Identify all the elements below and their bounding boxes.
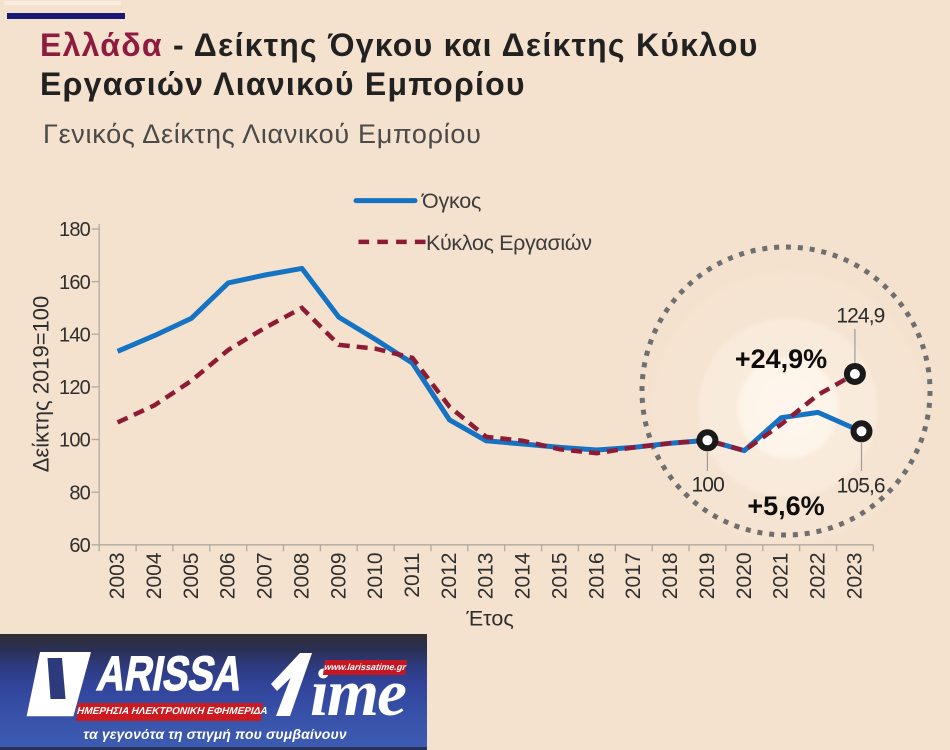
- svg-text:2019: 2019: [696, 553, 719, 600]
- svg-text:2022: 2022: [807, 553, 830, 600]
- svg-text:60: 60: [69, 535, 90, 557]
- svg-text:124,9: 124,9: [836, 305, 884, 328]
- svg-text:140: 140: [59, 324, 91, 346]
- svg-text:+5,6%: +5,6%: [747, 491, 824, 521]
- svg-text:2018: 2018: [659, 553, 682, 600]
- svg-text:100: 100: [692, 474, 725, 497]
- svg-text:100: 100: [59, 430, 91, 452]
- svg-text:Έτος: Έτος: [465, 607, 513, 631]
- svg-text:Κύκλος Εργασιών: Κύκλος Εργασιών: [426, 231, 592, 255]
- svg-text:2005: 2005: [180, 553, 203, 600]
- svg-text:160: 160: [59, 272, 91, 294]
- svg-text:2016: 2016: [585, 553, 608, 600]
- svg-text:2017: 2017: [622, 553, 645, 600]
- svg-text:105,6: 105,6: [837, 475, 885, 498]
- svg-text:2003: 2003: [106, 553, 129, 600]
- svg-text:2011: 2011: [401, 553, 424, 598]
- svg-text:2006: 2006: [217, 553, 240, 600]
- svg-text:2014: 2014: [512, 552, 535, 599]
- svg-text:2020: 2020: [733, 553, 756, 600]
- svg-text:Δείκτης 2019=100: Δείκτης 2019=100: [29, 296, 54, 473]
- svg-text:2004: 2004: [143, 552, 166, 599]
- svg-text:2007: 2007: [254, 553, 277, 600]
- svg-text:180: 180: [59, 219, 91, 241]
- svg-text:120: 120: [59, 377, 91, 399]
- svg-text:80: 80: [69, 482, 90, 504]
- svg-text:2023: 2023: [843, 553, 866, 600]
- svg-text:+24,9%: +24,9%: [735, 344, 827, 374]
- svg-text:2015: 2015: [549, 553, 572, 600]
- svg-text:Όγκος: Όγκος: [421, 189, 481, 213]
- svg-text:2012: 2012: [438, 553, 461, 600]
- svg-text:2010: 2010: [364, 553, 387, 600]
- svg-text:2009: 2009: [327, 553, 350, 600]
- svg-text:2008: 2008: [290, 553, 313, 600]
- svg-text:2021: 2021: [770, 553, 793, 600]
- svg-text:2013: 2013: [475, 553, 498, 600]
